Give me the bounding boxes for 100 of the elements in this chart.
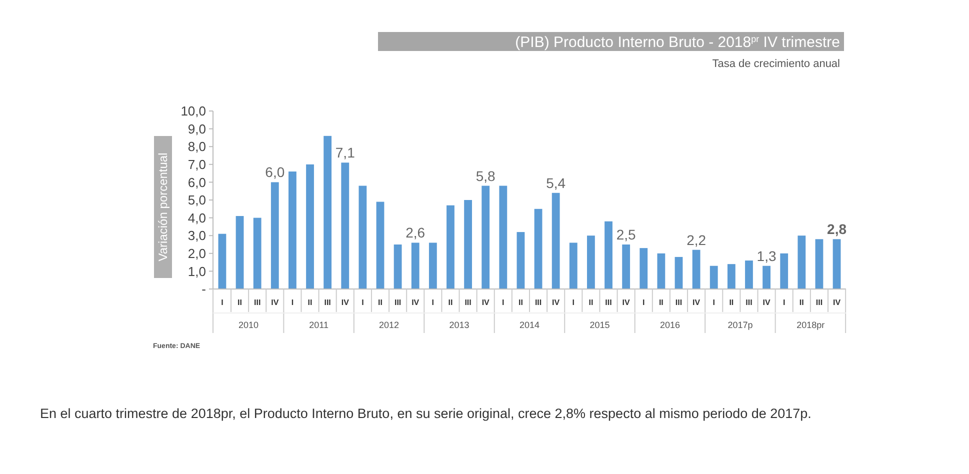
x-tick-label: I [572,298,575,307]
x-tick-label: II [729,298,734,307]
chart-title: (PIB) Producto Interno Bruto - 2018$^{pr}$ IV trimestre [515,34,840,51]
x-tick-label: I [502,298,504,307]
text: 2017p [728,320,753,330]
bar [499,186,508,289]
bar [288,172,296,289]
bar [780,253,788,289]
x-tick-label: IV [692,298,701,307]
bar [692,250,700,289]
chart-subtitle: Tasa de crecimiento anual [712,58,840,70]
bar [762,266,770,289]
y-tick-label: 6,0 [188,174,206,190]
x-tick-label: III [605,298,612,307]
x-tick-label: IV [762,298,771,307]
x-tick-label: III [464,298,472,307]
bar [270,182,279,289]
bar [832,239,841,289]
bar [446,205,454,289]
x-tick-label: II [378,298,382,307]
data-label: 5,4 [546,174,566,191]
y-tick-label: 4,0 [188,210,206,226]
bar [657,253,666,289]
text: 2016 [660,320,680,330]
bar [622,244,630,289]
bar [710,266,718,289]
y-tick-label: 7,0 [188,156,206,172]
y-tick-label: 5,0 [188,192,206,208]
x-tick-label: III [534,298,542,307]
bar [674,256,683,289]
x-tick-label: III [324,298,331,307]
data-label: 7,1 [335,144,356,161]
x-tick-label: I [362,298,364,307]
x-tick-label: III [746,298,752,307]
y-tick-label: 3,0 [188,228,206,244]
text: 2013 [449,320,470,330]
bar [411,242,420,289]
x-tick-label: IV [271,298,280,307]
x-tick-label: I [642,298,645,307]
bar [798,236,806,289]
bar [815,239,824,289]
x-tick-label: IV [341,298,350,307]
y-tick-label: - [202,282,206,297]
x-tick-label: I [712,298,715,307]
text: En el cuarto trimestre de 2018pr, el Producto Interno Bruto, en su serie original, crece 2,8% respecto al mismo periodo de 2017p. [40,405,812,423]
x-tick-label: III [394,298,402,307]
x-tick-label: IV [622,298,631,307]
bar [534,208,542,289]
x-tick-label: IV [552,298,560,307]
text: 2011 [309,320,328,330]
bar [727,264,736,289]
data-label: 2,5 [616,226,636,242]
bar [341,162,350,289]
data-label: 2,8 [827,221,847,238]
text: 2014 [519,320,540,330]
y-tick-label: 1,0 [188,264,206,279]
text: 2012 [379,320,400,330]
bar [482,186,490,289]
x-tick-label: II [448,298,453,307]
bar [324,136,332,289]
x-tick-label: II [588,298,594,307]
bar [552,192,560,289]
x-tick-label: IV [412,298,420,307]
x-tick-label: III [675,298,682,307]
x-tick-label: IV [833,298,842,307]
data-label: 6,0 [265,164,285,180]
y-axis-title: Variación porcentual [156,152,170,262]
data-label: 1,3 [756,248,776,264]
y-tick-label: 2,0 [188,246,206,261]
bar [218,234,226,289]
bar [587,236,595,289]
y-tick-label: 8,0 [188,139,206,154]
x-tick-label: I [291,298,294,307]
bar [253,218,262,289]
bar [516,232,525,289]
bar [569,242,578,289]
text: 2010 [238,320,259,330]
bar [358,186,367,289]
x-tick-label: I [221,298,224,307]
x-tick-label: III [816,298,823,307]
data-label: 2,2 [686,232,706,248]
text: 2018pr [796,320,825,330]
bar [604,221,612,289]
x-tick-label: I [782,298,786,307]
x-tick-label: II [518,298,523,307]
x-tick-label: II [658,298,664,307]
bar [306,164,314,289]
x-tick-label: IV [482,298,490,307]
x-tick-label: III [254,298,261,307]
x-tick-label: II [238,298,242,307]
bar [640,248,648,289]
bar [464,200,472,289]
text: 2015 [590,320,610,330]
y-tick-label: 10,0 [180,104,206,119]
x-tick-label: II [308,298,312,307]
bar [394,244,402,289]
x-tick-label: II [799,298,804,307]
bar [236,216,244,289]
data-label: 2,6 [406,224,426,241]
bar [376,202,384,289]
